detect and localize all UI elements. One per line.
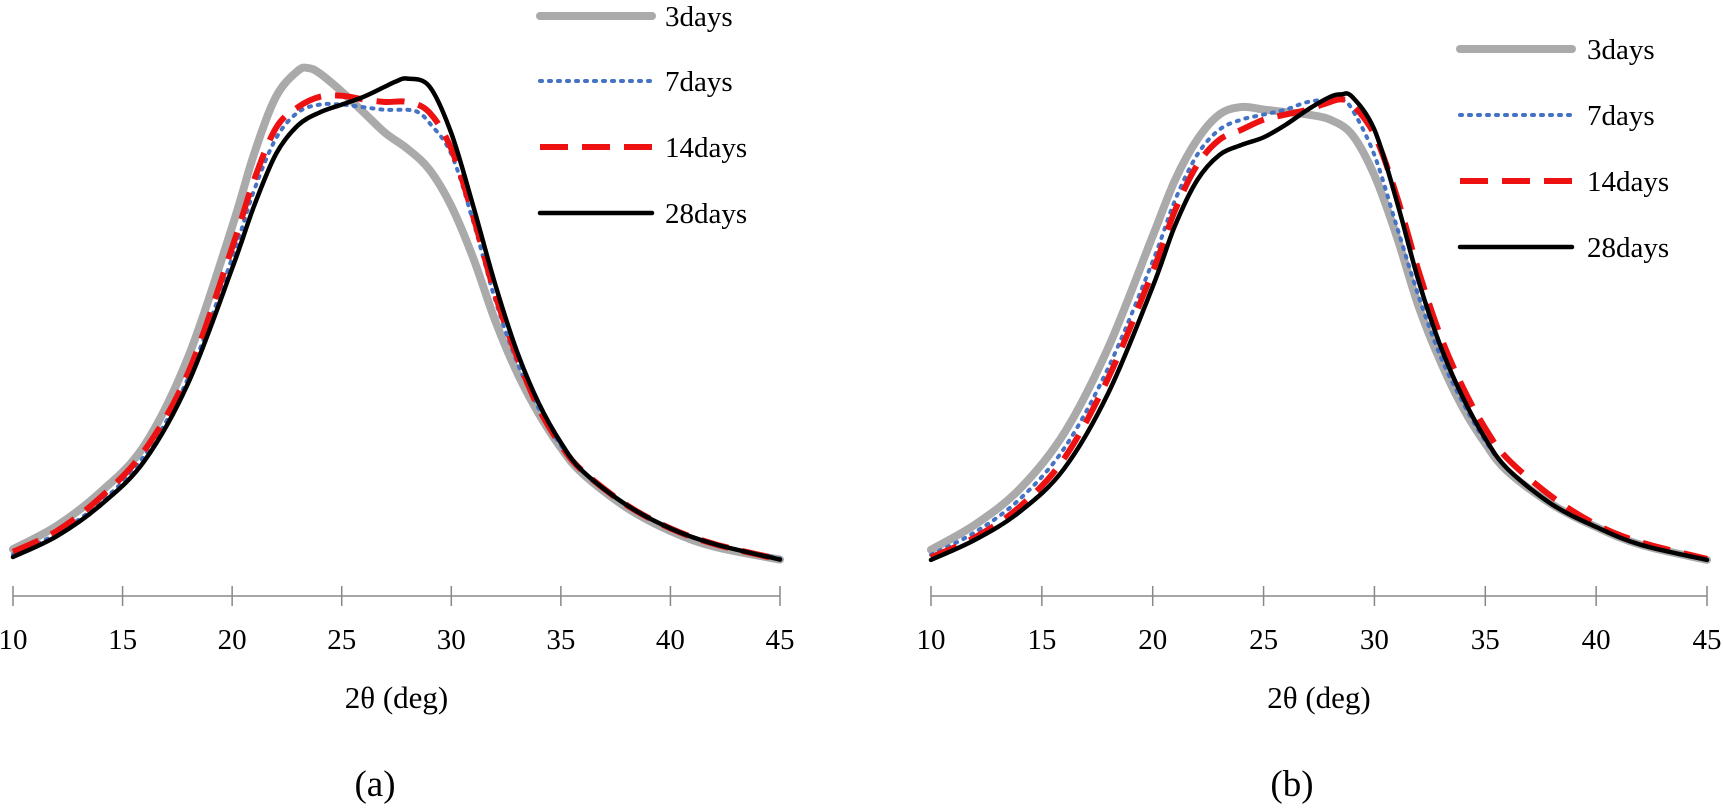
legend-label-28days: 28days bbox=[665, 198, 747, 230]
x-tick-label: 40 bbox=[1582, 624, 1611, 656]
x-axis-title: 2θ (deg) bbox=[1267, 680, 1371, 715]
series-line-28days bbox=[10, 76, 783, 562]
x-tick-label: 15 bbox=[1027, 624, 1056, 656]
x-tick-label: 20 bbox=[1138, 624, 1167, 656]
legend: 3days 7days 14days 28days bbox=[536, 1, 747, 230]
x-tick-label: 10 bbox=[0, 624, 28, 656]
legend-label-3days: 3days bbox=[665, 1, 733, 33]
legend-label-14days: 14days bbox=[665, 132, 747, 164]
x-tick-label: 45 bbox=[1693, 624, 1722, 656]
legend: 3days 7days 14days 28days bbox=[1456, 34, 1669, 264]
series-line-14days bbox=[11, 92, 781, 563]
x-tick-label: 25 bbox=[327, 624, 356, 656]
series-line-28days bbox=[928, 91, 1710, 563]
series-line-14days bbox=[929, 96, 1708, 562]
chart-panel-b: 10 15 20 25 30 35 40 45 2θ (deg) (b) 3days 7days 14d… bbox=[917, 34, 1722, 805]
legend-label-14days: 14days bbox=[1587, 166, 1669, 198]
legend-label-3days: 3days bbox=[1587, 34, 1655, 66]
panel-label: (b) bbox=[1270, 764, 1313, 805]
series-line-7days bbox=[11, 101, 782, 561]
x-tick-label: 30 bbox=[1360, 624, 1389, 656]
x-tick-label: 25 bbox=[1249, 624, 1278, 656]
x-tick-label: 45 bbox=[766, 624, 795, 656]
legend-label-7days: 7days bbox=[665, 66, 733, 98]
x-tick-label: 35 bbox=[1471, 624, 1500, 656]
x-axis-title: 2θ (deg) bbox=[345, 680, 449, 715]
x-tick-label: 15 bbox=[108, 624, 137, 656]
x-tick-label: 35 bbox=[546, 624, 575, 656]
legend-label-7days: 7days bbox=[1587, 100, 1655, 132]
x-tick-label: 20 bbox=[218, 624, 247, 656]
x-tick-label: 40 bbox=[656, 624, 685, 656]
legend-label-28days: 28days bbox=[1587, 232, 1669, 264]
chart-panel-a: 10 15 20 25 30 35 40 45 2θ (deg) (a) 3days 7days 14d… bbox=[0, 1, 795, 805]
x-tick-label: 10 bbox=[917, 624, 946, 656]
x-tick-label: 30 bbox=[437, 624, 466, 656]
panel-label: (a) bbox=[354, 764, 395, 805]
